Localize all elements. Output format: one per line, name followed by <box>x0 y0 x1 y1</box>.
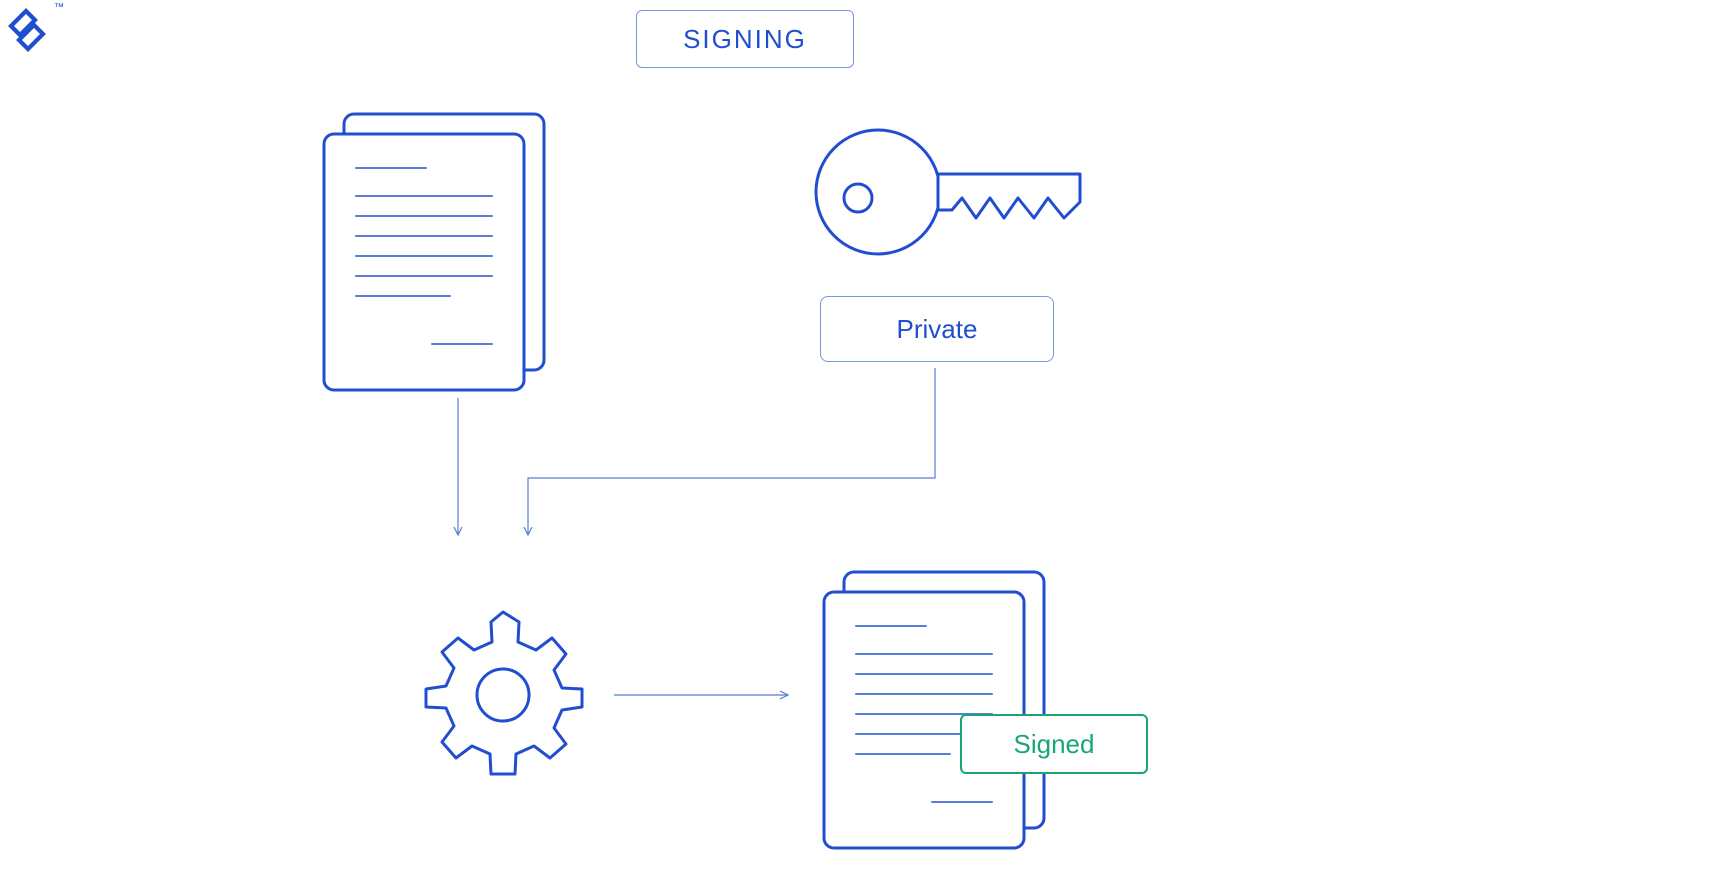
signing-diagram: ™ SIGNING <box>0 0 1720 878</box>
connectors <box>0 0 1720 878</box>
edge-private-to-gear <box>528 368 935 535</box>
